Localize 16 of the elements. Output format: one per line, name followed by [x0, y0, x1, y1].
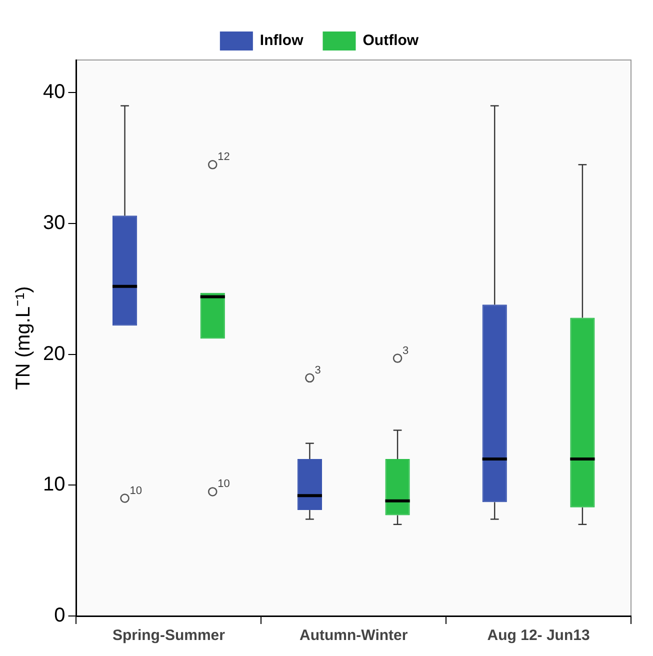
x-tick-label: Aug 12- Jun13	[487, 627, 590, 644]
annotation: 12	[218, 151, 230, 164]
y-tick-label: 30	[42, 212, 66, 234]
legend-label: Inflow	[260, 32, 304, 50]
x-tick-label: Spring-Summer	[112, 627, 226, 644]
annotation: 10	[130, 484, 142, 497]
y-axis-title: TN (mg.L⁻¹)	[12, 286, 35, 390]
legend-label: Outflow	[362, 32, 419, 50]
y-tick-label: 40	[42, 81, 66, 104]
annotation: 10	[218, 478, 230, 490]
annotation: 3	[314, 364, 321, 376]
y-tick-label: 20	[42, 342, 66, 365]
y-tick-label: 0	[54, 604, 66, 627]
x-tick-label: Autumn-Winter	[300, 627, 408, 644]
y-tick-label: 10	[42, 474, 66, 496]
annotation: 3	[402, 344, 409, 357]
